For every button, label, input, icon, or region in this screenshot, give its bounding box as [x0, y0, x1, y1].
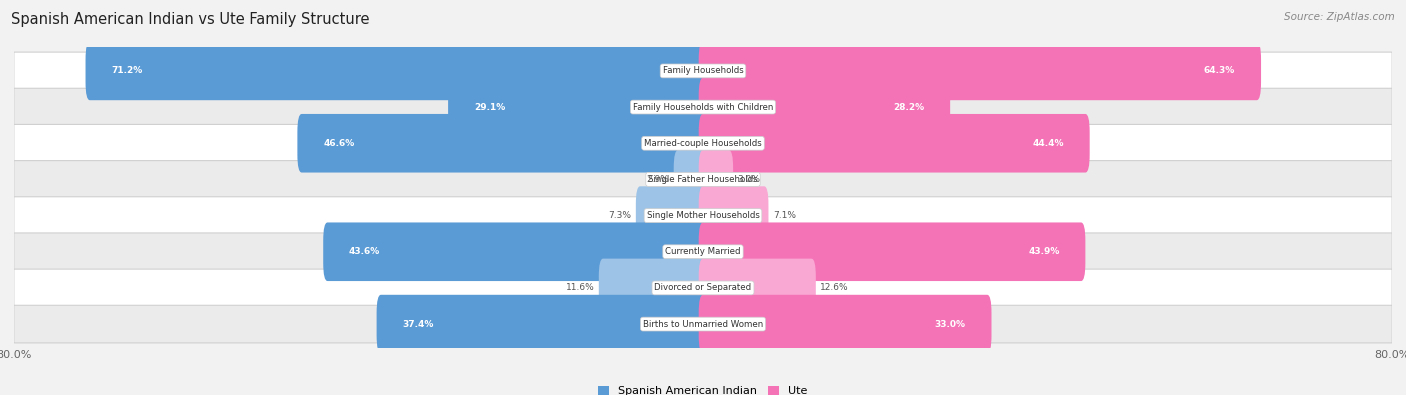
Text: Family Households with Children: Family Households with Children: [633, 103, 773, 111]
Text: 43.6%: 43.6%: [349, 247, 380, 256]
FancyBboxPatch shape: [377, 295, 707, 354]
FancyBboxPatch shape: [14, 269, 1392, 307]
FancyBboxPatch shape: [14, 52, 1392, 90]
FancyBboxPatch shape: [14, 124, 1392, 162]
FancyBboxPatch shape: [699, 78, 950, 136]
Text: Family Households: Family Households: [662, 66, 744, 75]
FancyBboxPatch shape: [699, 150, 733, 209]
FancyBboxPatch shape: [699, 259, 815, 317]
Text: Single Father Households: Single Father Households: [648, 175, 758, 184]
FancyBboxPatch shape: [14, 161, 1392, 198]
Text: 12.6%: 12.6%: [820, 284, 849, 292]
Text: 7.3%: 7.3%: [609, 211, 631, 220]
Text: 44.4%: 44.4%: [1032, 139, 1064, 148]
Text: 28.2%: 28.2%: [893, 103, 924, 111]
Text: 37.4%: 37.4%: [402, 320, 434, 329]
FancyBboxPatch shape: [599, 259, 707, 317]
Text: Married-couple Households: Married-couple Households: [644, 139, 762, 148]
Text: 7.1%: 7.1%: [773, 211, 796, 220]
Text: 11.6%: 11.6%: [565, 284, 595, 292]
FancyBboxPatch shape: [14, 305, 1392, 343]
FancyBboxPatch shape: [699, 295, 991, 354]
FancyBboxPatch shape: [699, 222, 1085, 281]
Text: Single Mother Households: Single Mother Households: [647, 211, 759, 220]
FancyBboxPatch shape: [449, 78, 707, 136]
Text: Source: ZipAtlas.com: Source: ZipAtlas.com: [1284, 12, 1395, 22]
FancyBboxPatch shape: [86, 41, 707, 100]
Text: 29.1%: 29.1%: [474, 103, 505, 111]
Text: 64.3%: 64.3%: [1204, 66, 1236, 75]
Legend: Spanish American Indian, Ute: Spanish American Indian, Ute: [599, 386, 807, 395]
FancyBboxPatch shape: [699, 41, 1261, 100]
FancyBboxPatch shape: [14, 197, 1392, 234]
Text: Births to Unmarried Women: Births to Unmarried Women: [643, 320, 763, 329]
FancyBboxPatch shape: [699, 114, 1090, 173]
Text: Currently Married: Currently Married: [665, 247, 741, 256]
FancyBboxPatch shape: [14, 88, 1392, 126]
FancyBboxPatch shape: [14, 233, 1392, 271]
Text: 43.9%: 43.9%: [1028, 247, 1060, 256]
Text: Divorced or Separated: Divorced or Separated: [654, 284, 752, 292]
Text: Spanish American Indian vs Ute Family Structure: Spanish American Indian vs Ute Family St…: [11, 12, 370, 27]
Text: 2.9%: 2.9%: [647, 175, 669, 184]
FancyBboxPatch shape: [298, 114, 707, 173]
FancyBboxPatch shape: [673, 150, 707, 209]
Text: 71.2%: 71.2%: [111, 66, 142, 75]
FancyBboxPatch shape: [636, 186, 707, 245]
Text: 33.0%: 33.0%: [935, 320, 966, 329]
FancyBboxPatch shape: [699, 186, 769, 245]
Text: 3.0%: 3.0%: [738, 175, 761, 184]
FancyBboxPatch shape: [323, 222, 707, 281]
Text: 46.6%: 46.6%: [323, 139, 354, 148]
